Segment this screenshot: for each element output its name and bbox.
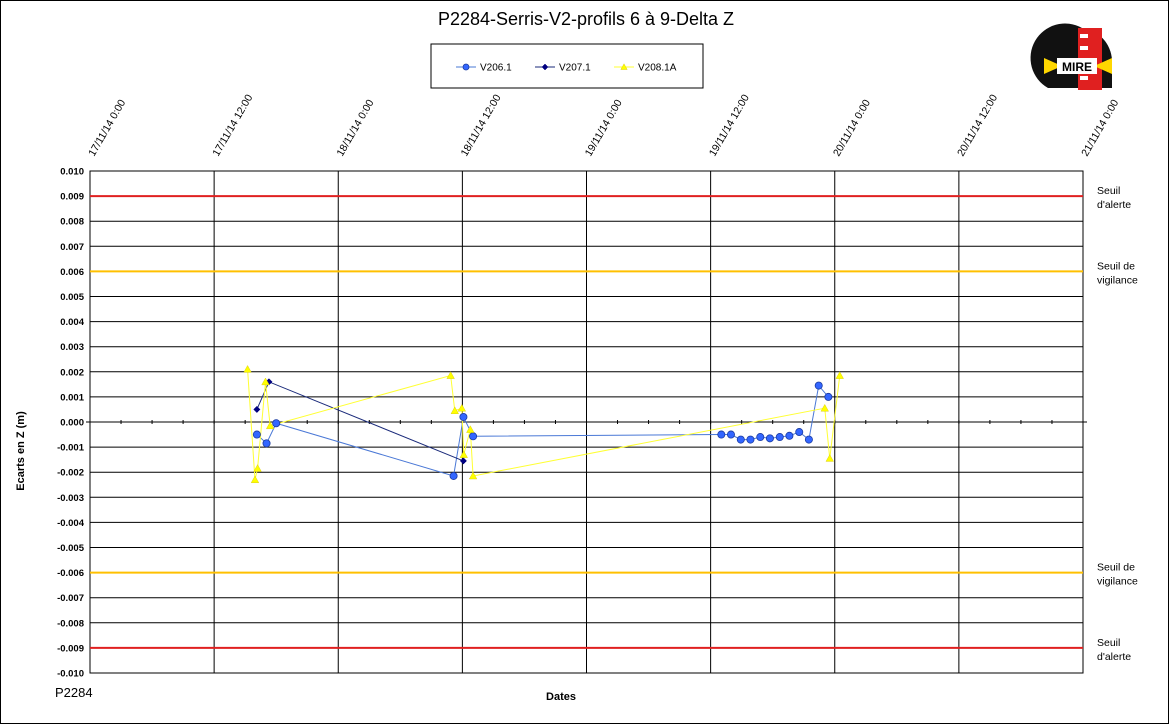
x-tick-label: 20/11/14 12:00	[955, 92, 1000, 158]
data-point-V206.1	[756, 433, 765, 442]
legend-marker	[620, 63, 628, 70]
x-tick-label: 18/11/14 12:00	[459, 92, 504, 158]
y-tick-label: 0.007	[60, 242, 84, 253]
chart-title: P2284-Serris-V2-profils 6 à 9-Delta Z	[438, 9, 734, 29]
footer-label: P2284	[55, 685, 93, 700]
y-tick-label: 0.010	[60, 167, 84, 178]
y-tick-label: -0.002	[57, 468, 84, 479]
threshold-label: Seuil de	[1097, 260, 1135, 272]
legend-label: V208.1A	[638, 63, 677, 74]
y-tick-label: -0.004	[57, 518, 85, 529]
y-tick-label: -0.008	[57, 618, 84, 629]
data-point-V208.1A	[250, 475, 260, 483]
y-tick-label: 0.003	[60, 342, 84, 353]
data-point-V208.1A	[468, 471, 478, 480]
data-point-V207.1	[459, 457, 467, 465]
legend-box	[430, 43, 704, 89]
y-tick-label: -0.005	[57, 543, 85, 554]
x-tick-label: 21/11/14 0:00	[1079, 97, 1121, 158]
data-point-V206.1	[459, 412, 468, 421]
data-point-V206.1	[814, 381, 823, 390]
data-point-V206.1	[726, 430, 735, 439]
data-point-V206.1	[775, 433, 784, 442]
data-point-V206.1	[262, 439, 271, 448]
data-point-V206.1	[469, 432, 478, 441]
data-point-V206.1	[252, 430, 261, 439]
y-tick-label: -0.009	[57, 643, 84, 654]
x-tick-label: 19/11/14 0:00	[583, 97, 625, 158]
legend: V206.1 V207.1 V208.1A	[430, 43, 704, 89]
x-tick-label: 19/11/14 12:00	[707, 92, 752, 158]
y-tick-label: 0.002	[60, 367, 84, 378]
y-tick-label: -0.010	[57, 669, 84, 680]
legend-marker	[462, 63, 470, 71]
data-point-V206.1	[795, 428, 804, 437]
threshold-label: vigilance	[1097, 576, 1138, 588]
x-tick-label: 18/11/14 0:00	[334, 97, 376, 158]
y-tick-label: -0.001	[57, 443, 85, 454]
data-point-V206.1	[804, 435, 813, 444]
data-point-V208.1A	[825, 454, 834, 462]
data-point-V208.1A	[266, 421, 275, 430]
x-tick-label: 20/11/14 0:00	[831, 97, 873, 158]
data-point-V208.1A	[243, 365, 252, 373]
data-point-V208.1A	[457, 403, 466, 412]
data-point-V206.1	[824, 392, 833, 401]
legend-label: V206.1	[480, 63, 512, 74]
data-point-V208.1A	[253, 464, 262, 472]
data-point-V208.1A	[450, 406, 459, 414]
data-point-V208.1A	[820, 403, 829, 412]
y-tick-label: 0.001	[60, 392, 84, 403]
y-tick-label: 0.000	[60, 418, 84, 429]
threshold-label: Seuil	[1097, 637, 1120, 649]
data-point-V206.1	[746, 435, 755, 444]
data-point-V206.1	[765, 434, 774, 443]
threshold-label: vigilance	[1097, 274, 1138, 286]
data-point-V206.1	[736, 435, 745, 444]
y-tick-label: 0.005	[60, 292, 84, 303]
data-point-V206.1	[717, 430, 726, 439]
data-point-V208.1A	[835, 371, 844, 379]
y-tick-label: 0.006	[60, 267, 84, 278]
x-axis-label: Dates	[546, 691, 576, 703]
y-tick-label: -0.006	[57, 568, 84, 579]
x-tick-label: 17/11/14 12:00	[210, 92, 255, 158]
data-point-V208.1A	[261, 377, 270, 386]
data-point-V208.1A	[466, 425, 475, 433]
data-point-V206.1	[785, 431, 794, 440]
threshold-label: d'alerte	[1097, 651, 1131, 663]
data-point-V208.1A	[459, 450, 468, 458]
legend-marker	[541, 63, 549, 71]
data-point-V208.1A	[446, 371, 455, 379]
series-line-V208.1A	[247, 369, 841, 480]
mire-logo: MIRE	[1030, 23, 1112, 90]
y-tick-label: 0.009	[60, 192, 84, 203]
data-point-V206.1	[272, 419, 281, 428]
threshold-label: Seuil	[1097, 185, 1120, 197]
data-point-V206.1	[449, 471, 458, 480]
threshold-label: d'alerte	[1097, 199, 1131, 211]
y-tick-label: -0.007	[57, 593, 84, 604]
y-axis-label: Ecarts en Z (m)	[15, 411, 27, 491]
x-tick-label: 17/11/14 0:00	[86, 97, 128, 158]
threshold-label: Seuil de	[1097, 562, 1135, 574]
y-tick-label: 0.008	[60, 217, 84, 228]
logo-text: MIRE	[1062, 60, 1092, 74]
y-tick-label: -0.003	[57, 493, 84, 504]
data-point-V207.1	[253, 405, 261, 414]
legend-label: V207.1	[559, 63, 591, 74]
y-tick-label: 0.004	[60, 317, 84, 328]
